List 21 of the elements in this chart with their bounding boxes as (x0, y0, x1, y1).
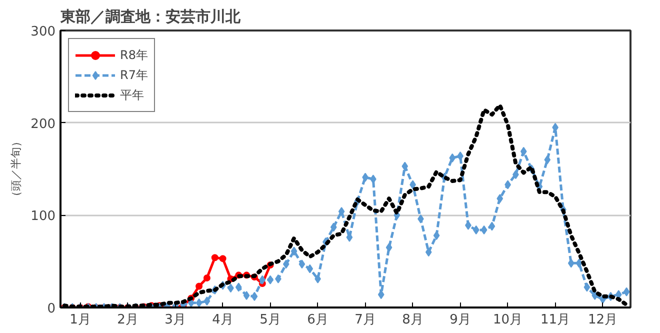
x-tick-label: 6月 (307, 312, 328, 328)
y-tick-label: 0 (47, 302, 56, 316)
x-tick-label: 11月 (540, 312, 570, 328)
x-tick-label: 7月 (354, 312, 376, 328)
legend-label: R7年 (120, 66, 148, 84)
y-tick-label: 100 (30, 209, 56, 224)
x-tick-label: 8月 (402, 312, 424, 328)
x-tick-label: 9月 (450, 312, 471, 328)
x-tick-label: 3月 (164, 312, 186, 328)
x-tick-label: 12月 (588, 312, 618, 328)
x-tick-label: 1月 (70, 312, 91, 328)
x-tick-label: 2月 (117, 312, 138, 328)
chart-title: 東部／調査地：安芸市川北 (60, 8, 242, 26)
x-tick-label: 10月 (493, 312, 523, 328)
legend-label: R8年 (120, 46, 148, 64)
y-axis-title: （頭／半旬） (10, 136, 23, 202)
y-tick-label: 200 (30, 116, 56, 132)
x-tick-label: 4月 (212, 312, 234, 328)
x-tick-label: 5月 (260, 312, 281, 328)
y-tick-label: 300 (30, 24, 56, 40)
legend-label: 平年 (120, 86, 144, 104)
